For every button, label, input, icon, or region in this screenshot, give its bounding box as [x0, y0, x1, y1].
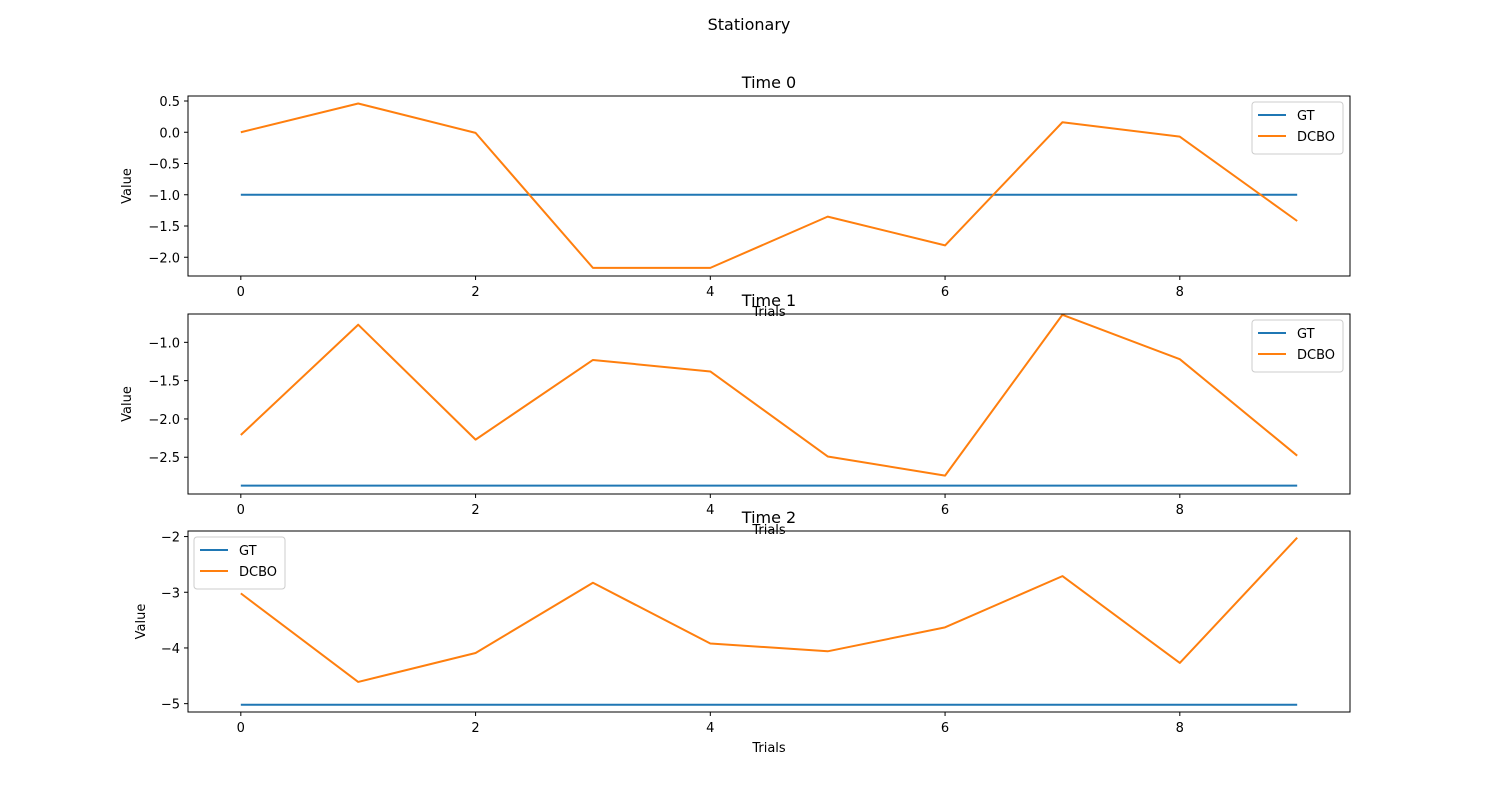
series-line-dcbo [240, 102, 1298, 269]
y-axis-label: Value [120, 168, 135, 204]
x-tick-label: 2 [471, 503, 479, 518]
legend-label-dcbo: DCBO [1297, 130, 1335, 145]
y-tick-label: −0.5 [148, 158, 180, 173]
y-tick-label: −2.0 [148, 413, 180, 428]
y-tick-label: −1.0 [148, 189, 180, 204]
y-tick-label: −1.5 [148, 375, 180, 390]
subplot-title: Time 1 [741, 291, 796, 310]
x-tick-label: 6 [941, 721, 949, 736]
x-tick-label: 8 [1176, 503, 1184, 518]
subplot-title: Time 0 [741, 73, 796, 92]
y-axis-label: Value [120, 386, 135, 422]
y-tick-label: −3 [161, 586, 180, 601]
x-tick-label: 0 [237, 285, 245, 300]
y-tick-label: −5 [161, 698, 180, 713]
x-tick-label: 4 [706, 503, 714, 518]
x-tick-label: 2 [471, 721, 479, 736]
axes-frame [187, 530, 1351, 713]
legend: GT DCBO [1251, 319, 1344, 373]
x-tick-label: 6 [941, 285, 949, 300]
legend: GT DCBO [193, 536, 286, 590]
legend: GT DCBO [1251, 101, 1344, 155]
legend-label-gt: GT [1297, 109, 1315, 124]
x-axis-label: Trials [751, 741, 786, 756]
x-tick-label: 8 [1176, 721, 1184, 736]
y-tick-label: −2.0 [148, 251, 180, 266]
axes-frame [187, 95, 1351, 277]
x-tick-label: 4 [706, 721, 714, 736]
subplot-0: 0 2 4 6 8 0.5 0.0 −0.5 −1.0 −1.5 −2.0 Time 0 Trials V… [120, 73, 1351, 320]
x-tick-label: 6 [941, 503, 949, 518]
legend-label-gt: GT [239, 544, 257, 559]
axes-frame [187, 313, 1351, 495]
subplot-2: 0 2 4 6 8 −2 −3 −4 −5 Time 2 Trials Value GT DCBO [134, 508, 1351, 756]
y-tick-label: −2.5 [148, 451, 180, 466]
x-tick-label: 0 [237, 503, 245, 518]
series-line-dcbo [240, 536, 1298, 683]
y-tick-label: −4 [161, 642, 180, 657]
y-tick-label: −1.0 [148, 336, 180, 351]
figure-title: Stationary [708, 15, 791, 34]
x-tick-label: 8 [1176, 285, 1184, 300]
x-tick-label: 2 [471, 285, 479, 300]
subplot-title: Time 2 [741, 508, 796, 527]
y-tick-label: −2 [161, 531, 180, 546]
y-tick-label: 0.5 [159, 95, 180, 110]
y-axis-label: Value [134, 604, 149, 640]
legend-label-dcbo: DCBO [239, 565, 277, 580]
y-tick-label: 0.0 [159, 126, 180, 141]
y-tick-label: −1.5 [148, 220, 180, 235]
series-line-dcbo [240, 313, 1298, 477]
legend-label-gt: GT [1297, 327, 1315, 342]
x-tick-label: 0 [237, 721, 245, 736]
x-axis-label: Trials [751, 305, 786, 320]
subplots: 0 2 4 6 8 0.5 0.0 −0.5 −1.0 −1.5 −2.0 Time 0 Trials V… [120, 73, 1351, 756]
legend-label-dcbo: DCBO [1297, 348, 1335, 363]
x-tick-label: 4 [706, 285, 714, 300]
